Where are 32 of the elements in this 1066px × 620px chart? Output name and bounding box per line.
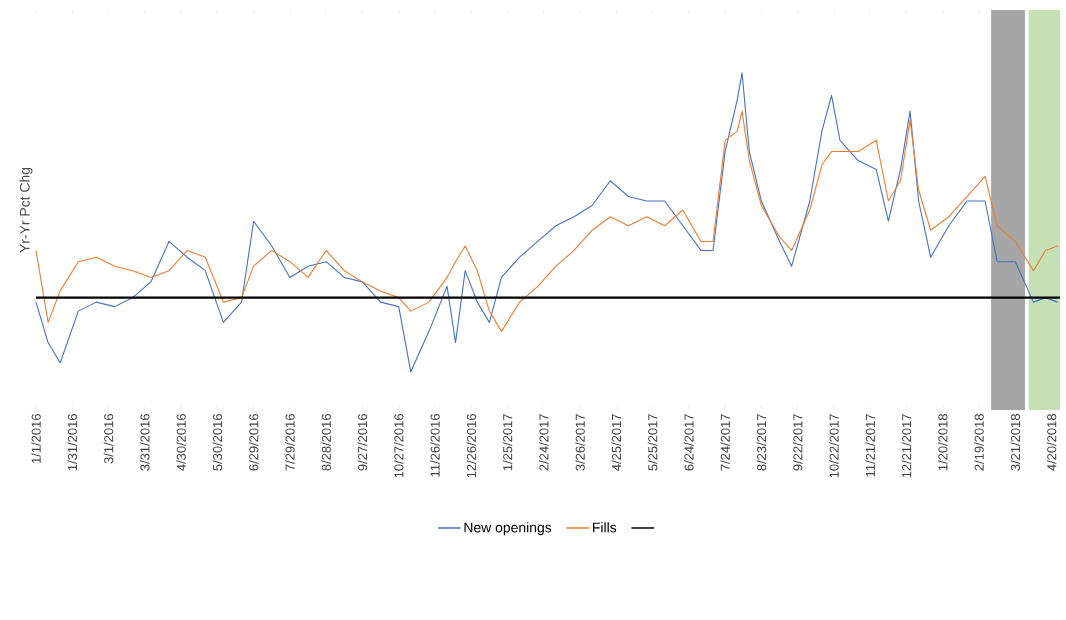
x-tick-label: 6/24/2017 bbox=[684, 414, 694, 471]
x-tick-label: 8/23/2017 bbox=[756, 414, 767, 471]
x-tick-label: 5/30/2016 bbox=[212, 414, 223, 471]
x-tick-label: 9/22/2017 bbox=[792, 414, 803, 471]
x-tick-label: 3/31/2016 bbox=[140, 414, 150, 471]
x-tick-label: 1/20/2018 bbox=[938, 414, 948, 471]
x-tick-label: 2/19/2018 bbox=[974, 414, 984, 471]
x-tick-label: 4/30/2016 bbox=[176, 414, 186, 471]
x-tick-label: 3/1/2016 bbox=[103, 414, 114, 464]
legend-label: Fills bbox=[593, 522, 617, 533]
x-tick-label: 2/24/2017 bbox=[539, 414, 549, 471]
x-tick-label: 11/26/2016 bbox=[430, 414, 440, 477]
x-tick-label: 6/29/2016 bbox=[248, 414, 259, 471]
x-tick-label: 12/26/2016 bbox=[466, 414, 476, 478]
legend-label: New openings bbox=[464, 522, 552, 536]
x-tick-label: 8/28/2016 bbox=[321, 414, 331, 471]
x-tick-label: 7/24/2017 bbox=[720, 414, 730, 471]
y-axis-title: Yr-Yr Pct Chg bbox=[19, 167, 33, 253]
x-tick-label: 1/1/2016 bbox=[31, 414, 41, 463]
x-tick-label: 4/20/2018 bbox=[1046, 414, 1057, 471]
x-tick-label: 4/25/2017 bbox=[611, 414, 622, 471]
x-tick-label: 10/22/2017 bbox=[829, 414, 839, 478]
x-tick-label: 3/26/2017 bbox=[575, 414, 585, 471]
x-tick-label: 1/25/2017 bbox=[502, 414, 513, 471]
x-tick-label: 1/31/2016 bbox=[67, 414, 78, 471]
x-tick-label: 9/27/2016 bbox=[357, 414, 368, 471]
x-tick-label: 12/21/2017 bbox=[901, 414, 912, 478]
x-tick-label: 10/27/2016 bbox=[393, 414, 404, 478]
x-tick-label: 11/21/2017 bbox=[865, 414, 875, 477]
x-tick-label: 7/29/2016 bbox=[285, 414, 295, 471]
x-tick-label: 3/21/2018 bbox=[1010, 414, 1021, 471]
x-tick-label: 5/25/2017 bbox=[647, 414, 658, 471]
